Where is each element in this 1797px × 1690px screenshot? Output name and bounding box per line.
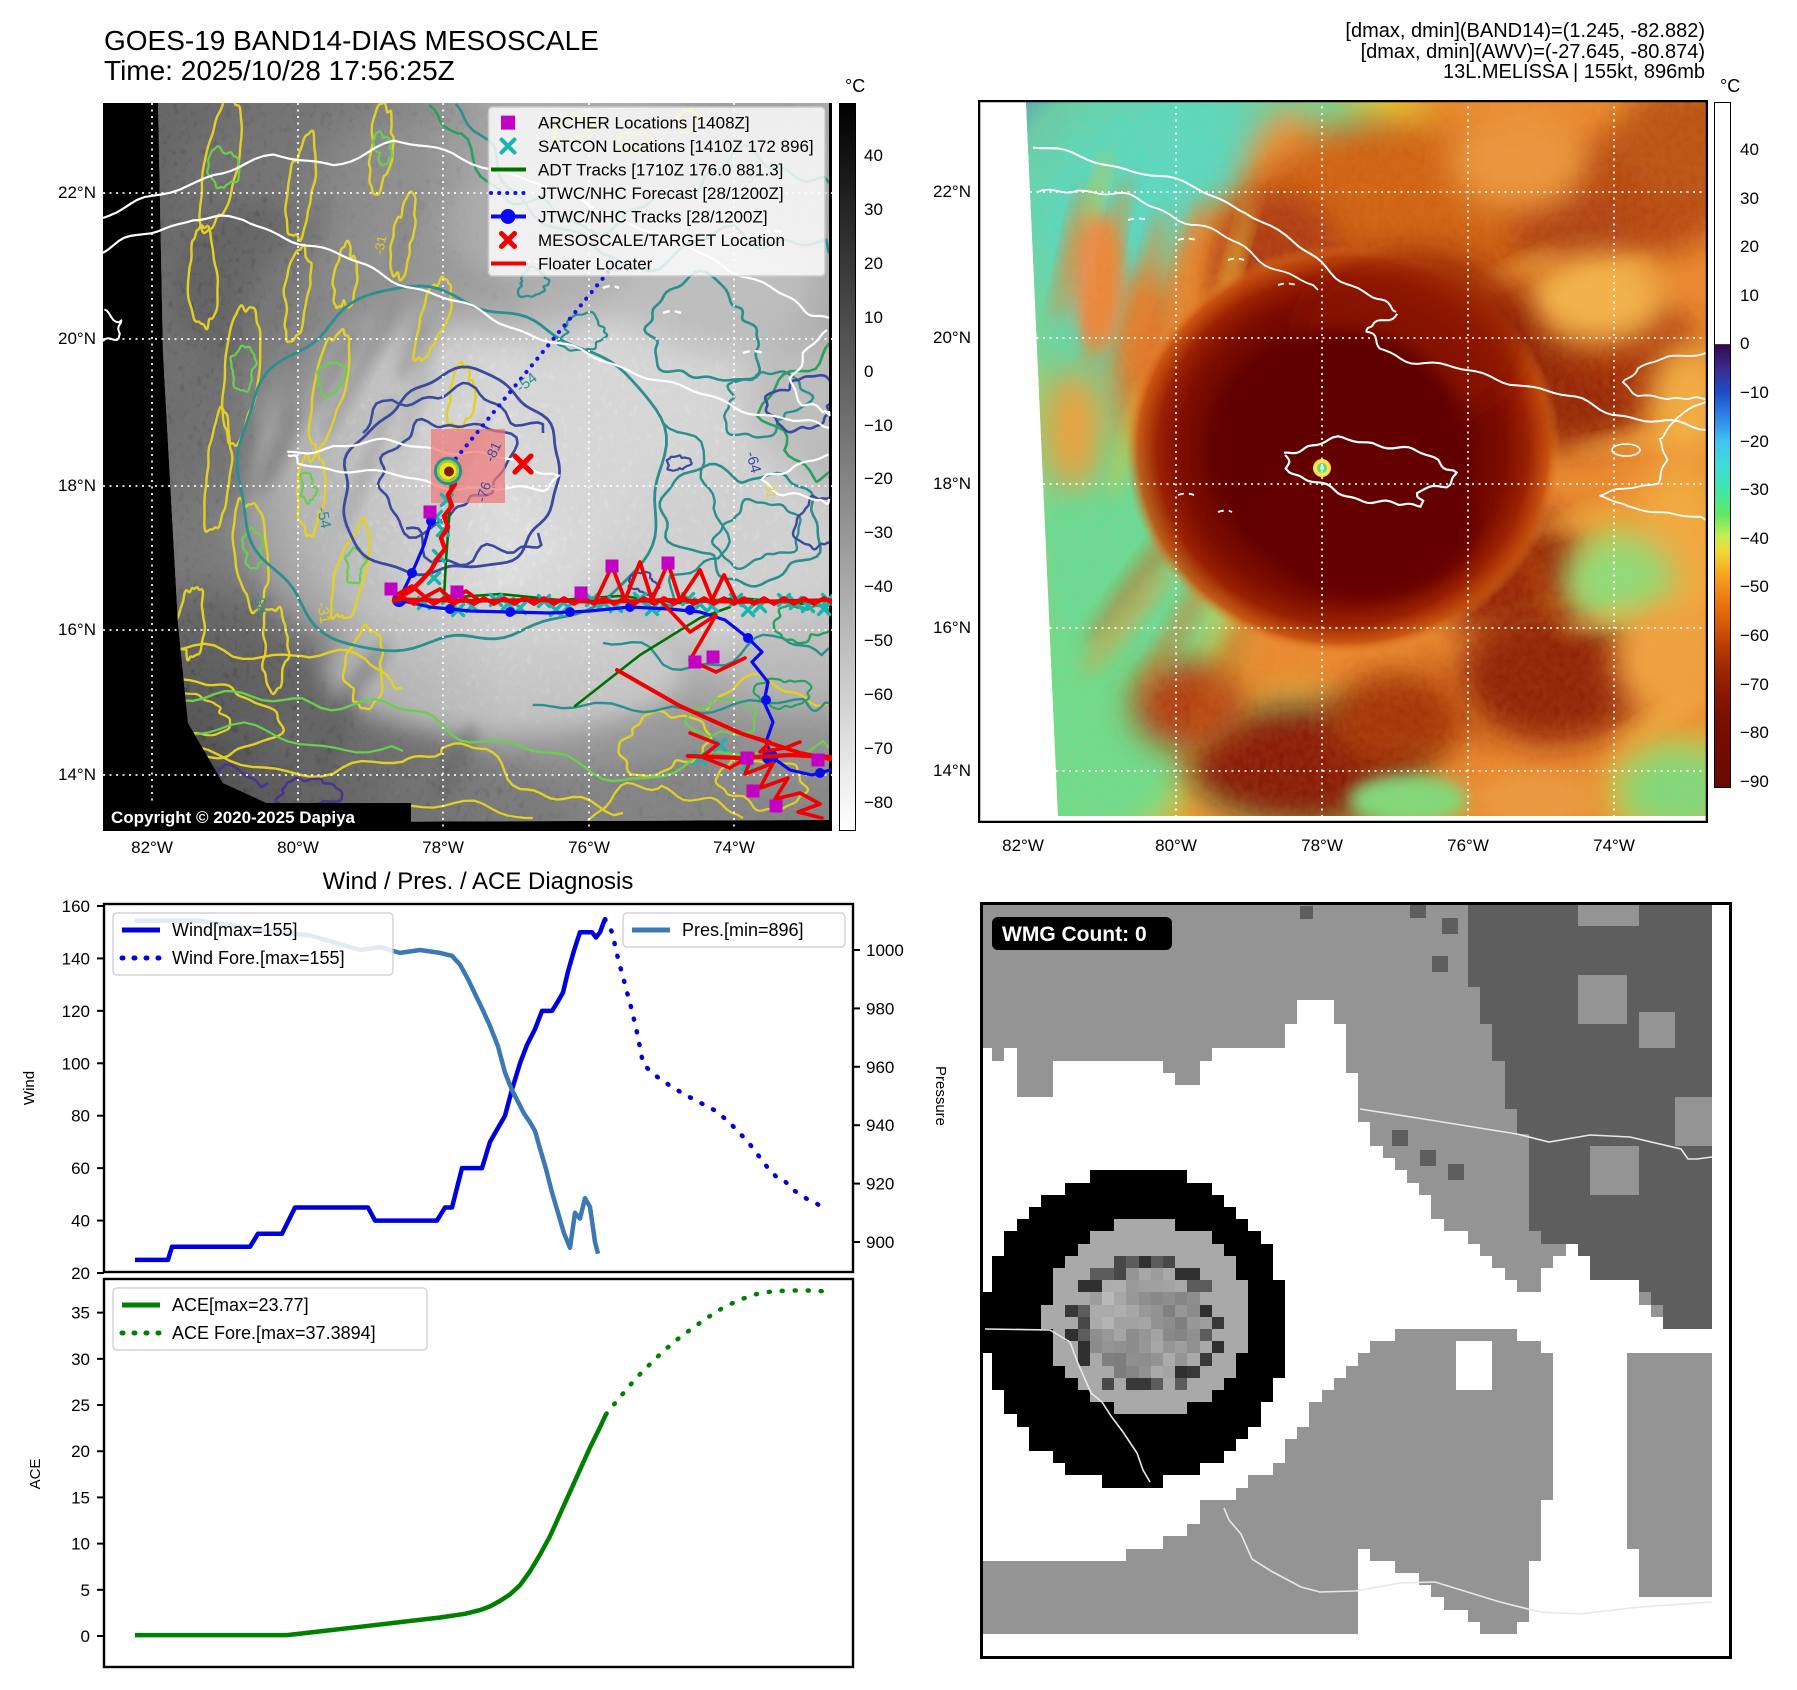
svg-text:140: 140 bbox=[62, 949, 90, 968]
svg-text:Floater Locater: Floater Locater bbox=[538, 255, 653, 274]
svg-text:Pres.[min=896]: Pres.[min=896] bbox=[682, 920, 804, 940]
svg-text:31: 31 bbox=[762, 483, 779, 500]
svg-text:ACE: ACE bbox=[27, 1459, 44, 1490]
svg-text:35: 35 bbox=[71, 1304, 90, 1323]
svg-text:-31: -31 bbox=[371, 234, 389, 255]
svg-text:-64: -64 bbox=[742, 450, 764, 475]
svg-text:980: 980 bbox=[866, 999, 894, 1018]
svg-text:-81: -81 bbox=[481, 439, 504, 464]
svg-text:10: 10 bbox=[71, 1535, 90, 1554]
svg-text:MESOSCALE/TARGET Location: MESOSCALE/TARGET Location bbox=[538, 231, 785, 250]
svg-text:Wind Fore.[max=155]: Wind Fore.[max=155] bbox=[172, 948, 345, 968]
svg-text:160: 160 bbox=[62, 897, 90, 916]
svg-text:1000: 1000 bbox=[866, 941, 904, 960]
svg-text:ARCHER Locations [1408Z]: ARCHER Locations [1408Z] bbox=[538, 114, 750, 133]
svg-text:100: 100 bbox=[62, 1054, 90, 1073]
svg-text:960: 960 bbox=[866, 1058, 894, 1077]
svg-text:5: 5 bbox=[81, 1581, 90, 1600]
svg-text:ADT Tracks [1710Z 176.0 881.3]: ADT Tracks [1710Z 176.0 881.3] bbox=[538, 161, 783, 180]
svg-text:940: 940 bbox=[866, 1116, 894, 1135]
svg-text:WMG Count: 0: WMG Count: 0 bbox=[1002, 923, 1147, 946]
svg-text:-54: -54 bbox=[250, 592, 269, 615]
svg-text:Wind: Wind bbox=[21, 1071, 38, 1105]
svg-text:Wind[max=155]: Wind[max=155] bbox=[172, 920, 298, 940]
svg-text:0: 0 bbox=[81, 1627, 90, 1646]
svg-text:-31: -31 bbox=[313, 601, 334, 625]
svg-text:JTWC/NHC Forecast [28/1200Z]: JTWC/NHC Forecast [28/1200Z] bbox=[538, 184, 784, 203]
svg-text:920: 920 bbox=[866, 1175, 894, 1194]
svg-text:-54: -54 bbox=[313, 505, 334, 530]
svg-text:20: 20 bbox=[71, 1442, 90, 1461]
svg-text:Copyright © 2020-2025 Dapiya: Copyright © 2020-2025 Dapiya bbox=[111, 808, 356, 827]
svg-text:40: 40 bbox=[71, 1212, 90, 1231]
svg-text:80: 80 bbox=[71, 1107, 90, 1126]
svg-text:Pressure: Pressure bbox=[932, 1066, 949, 1126]
svg-text:15: 15 bbox=[71, 1488, 90, 1507]
svg-text:30: 30 bbox=[71, 1350, 90, 1369]
svg-text:Wind / Pres. / ACE Diagnosis: Wind / Pres. / ACE Diagnosis bbox=[323, 870, 634, 895]
svg-text:SATCON Locations [1410Z 172 89: SATCON Locations [1410Z 172 896] bbox=[538, 137, 814, 156]
svg-text:-76: -76 bbox=[473, 480, 495, 504]
svg-text:900: 900 bbox=[866, 1233, 894, 1252]
svg-text:25: 25 bbox=[71, 1396, 90, 1415]
svg-text:ACE[max=23.77]: ACE[max=23.77] bbox=[172, 1295, 309, 1315]
svg-text:60: 60 bbox=[71, 1159, 90, 1178]
svg-text:20: 20 bbox=[71, 1264, 90, 1283]
svg-text:ACE Fore.[max=37.3894]: ACE Fore.[max=37.3894] bbox=[172, 1323, 376, 1343]
svg-text:JTWC/NHC Tracks [28/1200Z]: JTWC/NHC Tracks [28/1200Z] bbox=[538, 208, 768, 227]
svg-text:120: 120 bbox=[62, 1002, 90, 1021]
